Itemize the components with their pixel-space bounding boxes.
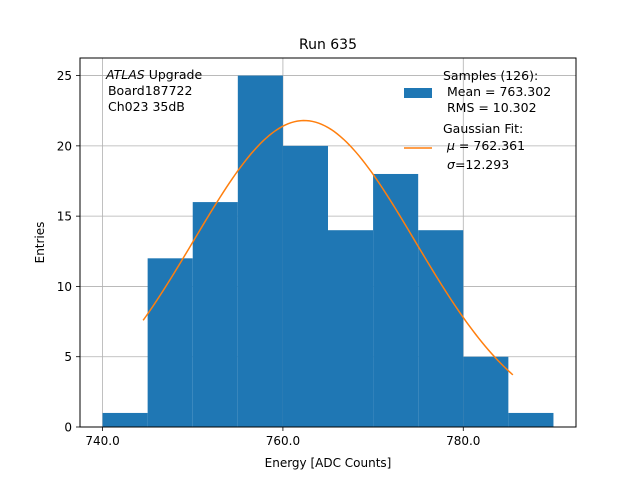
x-tick-label: 780.0 <box>446 434 480 448</box>
x-axis-label: Energy [ADC Counts] <box>265 456 392 470</box>
y-tick-label: 20 <box>57 139 72 153</box>
histogram-bar <box>147 258 193 427</box>
legend-samples-line-3: RMS = 10.302 <box>443 100 537 115</box>
legend-fit-line-1: Gaussian Fit: <box>443 121 523 136</box>
legend-samples-line-2: Mean = 763.302 <box>443 84 551 99</box>
legend-mu-value: = 762.361 <box>455 138 525 153</box>
histogram-bar <box>328 230 374 427</box>
annotation-upgrade: Upgrade <box>145 67 203 82</box>
plot-frame <box>79 57 577 428</box>
annotation-channel: Ch023 35dB <box>104 99 185 114</box>
legend: Samples (126): Mean = 763.302 RMS = 10.3… <box>404 68 551 172</box>
gaussian-fit-line <box>142 119 514 376</box>
legend-sigma-symbol: σ <box>447 157 456 172</box>
y-axis-label: Entries <box>33 222 47 264</box>
legend-samples-swatch <box>404 88 432 98</box>
histogram-bar <box>418 230 464 427</box>
chart-title: Run 635 <box>299 37 357 53</box>
annotation-board: Board187722 <box>104 83 192 98</box>
histogram-bar <box>282 145 328 427</box>
legend-fit-line-3: σ=12.293 <box>447 157 509 172</box>
histogram-bars <box>102 75 554 428</box>
histogram-bar <box>373 173 419 427</box>
histogram-bar <box>102 412 148 427</box>
legend-sigma-value: =12.293 <box>455 157 509 172</box>
annotation-atlas: ATLAS <box>105 67 145 82</box>
x-tick-label: 760.0 <box>266 434 300 448</box>
atlas-annotation: ATLAS Upgrade Board187722 Ch023 35dB <box>104 67 202 114</box>
y-axis-ticks: 0 5 10 15 20 25 <box>57 69 80 435</box>
legend-samples-line-1: Samples (126): <box>443 68 538 83</box>
y-tick-label: 25 <box>57 69 72 83</box>
histogram-bar <box>237 75 283 428</box>
histogram-bar <box>508 412 554 427</box>
histogram-bar <box>192 202 238 427</box>
y-tick-label: 5 <box>64 350 72 364</box>
annotation-line-1: ATLAS Upgrade <box>105 67 202 82</box>
y-tick-label: 0 <box>64 421 72 435</box>
y-tick-label: 10 <box>57 280 72 294</box>
histogram-bar <box>463 356 509 427</box>
legend-fit-line-2: μ = 762.361 <box>446 138 525 153</box>
x-tick-label: 740.0 <box>85 434 119 448</box>
x-axis-ticks: 740.0 760.0 780.0 <box>85 427 480 448</box>
legend-mu-symbol: μ <box>446 138 455 153</box>
y-tick-label: 15 <box>57 210 72 224</box>
